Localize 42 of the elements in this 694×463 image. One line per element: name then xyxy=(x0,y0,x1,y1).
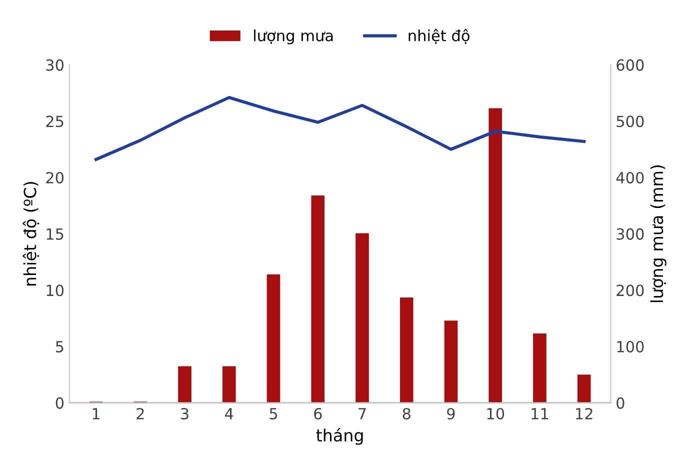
x-tick-label: 3 xyxy=(181,408,188,420)
y-tick-label: 20 xyxy=(46,172,64,184)
x-tick-label: 6 xyxy=(314,408,322,420)
y2-tick-label: 200 xyxy=(616,284,644,296)
x-tick-label: 10 xyxy=(487,408,504,420)
y-tick-label: 10 xyxy=(46,284,64,296)
x-axis-title: tháng xyxy=(316,428,363,445)
x-tick-label: 12 xyxy=(576,408,592,420)
x-tick-label: 1 xyxy=(92,408,100,420)
y2-tick-label: 600 xyxy=(616,59,644,71)
x-tick-label: 2 xyxy=(136,408,144,420)
y2-tick-label: 300 xyxy=(616,228,644,240)
legend-label: nhiệt độ xyxy=(408,28,470,44)
x-tick-label: 7 xyxy=(358,408,366,420)
y2-axis-title: lượng mưa (mm) xyxy=(650,165,666,302)
bar xyxy=(400,297,414,403)
legend-label: lượng mưa xyxy=(254,30,333,44)
y-tick-label: 0 xyxy=(56,397,64,409)
y2-tick-label: 400 xyxy=(616,172,644,184)
x-tick-label: 11 xyxy=(532,408,548,420)
bar xyxy=(356,233,369,403)
x-tick-label: 8 xyxy=(402,408,410,420)
bar xyxy=(311,196,325,403)
y-axis-title: nhiệt độ (ºC) xyxy=(22,182,40,286)
x-tick-label: 4 xyxy=(225,408,234,420)
y-tick-label: 30 xyxy=(46,59,64,71)
bar xyxy=(266,274,280,403)
bar xyxy=(533,334,546,403)
x-tick-label: 5 xyxy=(270,408,278,420)
y-tick-label: 5 xyxy=(56,341,64,352)
y-tick-label: 15 xyxy=(46,228,64,240)
bar xyxy=(178,366,192,403)
y-tick-label: 25 xyxy=(46,116,64,128)
bar xyxy=(444,320,458,403)
y2-tick-label: 100 xyxy=(617,340,644,352)
bar xyxy=(577,374,591,403)
bar xyxy=(222,366,236,403)
y2-tick-label: 0 xyxy=(616,397,624,409)
x-tick-label: 9 xyxy=(447,408,455,420)
y2-tick-label: 500 xyxy=(616,116,644,128)
line-series xyxy=(94,96,586,161)
bar xyxy=(488,108,502,403)
